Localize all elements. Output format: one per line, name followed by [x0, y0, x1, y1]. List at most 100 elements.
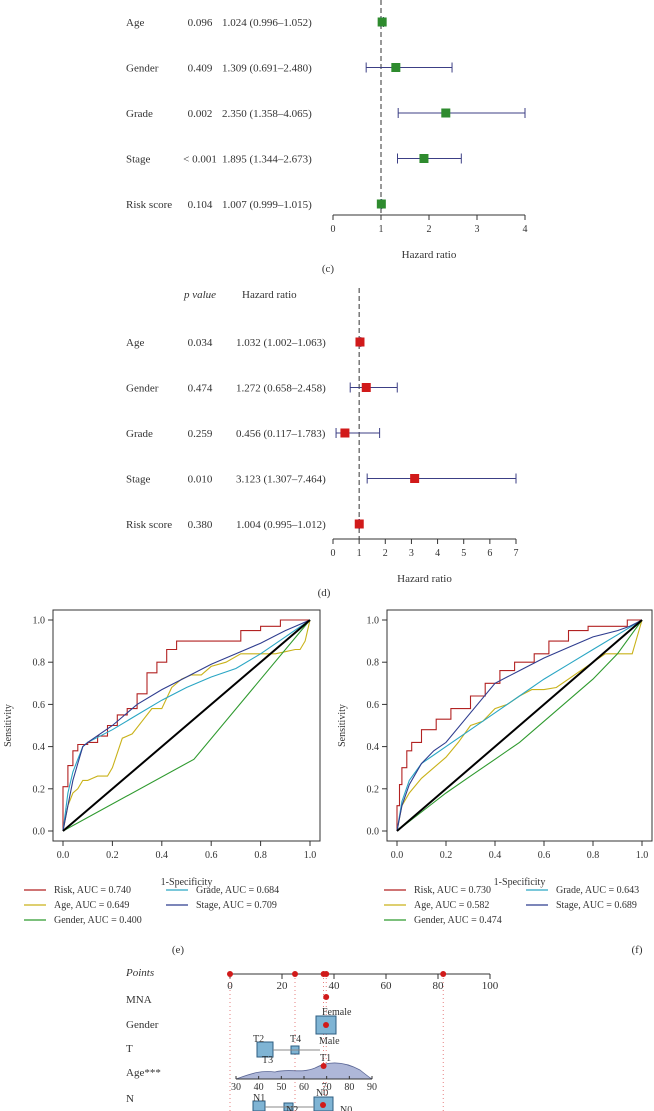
points-tick-label: 80: [433, 980, 445, 992]
x-tick-label: 1: [357, 548, 362, 559]
plot-frame: [386, 609, 653, 842]
roc-line-risk: [396, 619, 642, 831]
gender-level: Female: [322, 1007, 352, 1018]
hazard-ratio-marker: [361, 383, 371, 392]
legend-label-gender: Gender, AUC = 0.400: [54, 915, 142, 926]
plot-frame: [52, 609, 321, 842]
row-hazard-ratio: 3.123 (1.307–7.464): [236, 474, 326, 486]
roc-line-reference: [62, 619, 311, 832]
x-axis-label: 1-Specificity: [494, 877, 546, 888]
roc-line-risk: [62, 619, 310, 831]
y-axis-label: Sensitivity: [3, 704, 14, 747]
roc-curve-e: 0.0 0.2 0.4 0.6 0.8 1.0 0.0 0.2 0.4 0.6 0.8 1.0 1-Sp…: [3, 609, 321, 956]
row-hazard-ratio: 1.007 (0.999–1.015): [222, 199, 312, 211]
hazard-ratio-marker: [391, 63, 401, 72]
age-marker: [320, 1063, 327, 1069]
y-tick-label: 0.4: [33, 742, 46, 753]
x-tick-label: 2: [383, 548, 388, 559]
gender-level: Male: [319, 1036, 340, 1047]
roc-line-gender: [396, 619, 643, 832]
legend-label-grade: Grade, AUC = 0.643: [556, 885, 639, 896]
x-tick-label: 4: [523, 224, 528, 235]
legend-label-age: Age, AUC = 0.649: [54, 900, 129, 911]
hazard-ratio-marker: [410, 474, 420, 483]
y-tick-label: 0.2: [367, 784, 380, 795]
x-tick-label: 0.6: [538, 850, 551, 861]
row-label: Stage: [126, 154, 151, 166]
row-label: Risk score: [126, 519, 172, 531]
row-pvalue: 0.474: [188, 383, 213, 395]
n-level: N0: [340, 1105, 352, 1111]
x-tick-label: 3: [475, 224, 480, 235]
t-level: T4: [290, 1034, 301, 1045]
x-tick-label: 0.2: [440, 850, 453, 861]
y-tick-label: 1.0: [33, 616, 46, 627]
n-level: N0: [316, 1088, 328, 1099]
legend-label-age: Age, AUC = 0.582: [414, 900, 489, 911]
x-tick-label: 1.0: [304, 850, 317, 861]
x-tick-label: 0.4: [156, 850, 169, 861]
x-tick-label: 5: [461, 548, 466, 559]
forest-plot-d: p value Hazard ratio Age 0.034 1.032 (1.002–…: [126, 288, 519, 599]
panel-label: (e): [172, 944, 185, 956]
nomogram-row-label: Gender: [126, 1019, 159, 1031]
row-pvalue: 0.380: [188, 519, 213, 531]
age-tick-label: 70: [322, 1082, 332, 1093]
x-tick-label: 0.8: [254, 850, 267, 861]
y-tick-label: 0.0: [33, 827, 46, 838]
row-hazard-ratio: 1.309 (0.691–2.480): [222, 63, 312, 75]
roc-line-age: [62, 619, 311, 832]
points-tick-label: 40: [329, 980, 341, 992]
n-box: [252, 1100, 266, 1111]
forest-plot-c: Age 0.096 1.024 (0.996–1.052) Gender 0.409 1.…: [126, 0, 528, 275]
row-label: Grade: [126, 108, 153, 120]
x-tick-label: 1: [379, 224, 384, 235]
y-tick-label: 1.0: [367, 616, 380, 627]
row-pvalue: 0.034: [188, 337, 213, 349]
legend-label-gender: Gender, AUC = 0.474: [414, 915, 502, 926]
t-level: T2: [253, 1034, 264, 1045]
row-hazard-ratio: 1.895 (1.344–2.673): [222, 154, 312, 166]
row-pvalue: 0.104: [188, 199, 213, 211]
y-axis-label: Sensitivity: [337, 704, 348, 747]
x-tick-label: 7: [514, 548, 519, 559]
n-level: N1: [253, 1093, 265, 1104]
row-hazard-ratio: 0.456 (0.117–1.783): [236, 428, 326, 440]
row-label: Grade: [126, 428, 153, 440]
age-tick-label: 50: [276, 1082, 286, 1093]
nomogram-row-label: N: [126, 1093, 134, 1105]
points-marker: [292, 971, 298, 977]
legend-label-grade: Grade, AUC = 0.684: [196, 885, 279, 896]
x-axis-label: Hazard ratio: [402, 249, 457, 261]
roc-line-stage: [62, 619, 311, 832]
row-hazard-ratio: 1.272 (0.658–2.458): [236, 383, 326, 395]
points-tick-label: 100: [482, 980, 499, 992]
row-pvalue: < 0.001: [183, 154, 217, 166]
x-tick-label: 2: [427, 224, 432, 235]
row-label: Age: [126, 337, 144, 349]
hazard-ratio-header: Hazard ratio: [242, 289, 297, 301]
row-pvalue: 0.002: [188, 108, 213, 120]
points-label: Points: [125, 967, 154, 979]
roc-line-gender: [62, 619, 311, 832]
panel-label: (d): [318, 587, 331, 599]
x-tick-label: 0: [331, 224, 336, 235]
y-tick-label: 0.8: [367, 658, 380, 669]
row-pvalue: 0.010: [188, 474, 213, 486]
roc-line-stage: [396, 619, 643, 832]
x-tick-label: 0.0: [391, 850, 404, 861]
legend-label-stage: Stage, AUC = 0.709: [196, 900, 277, 911]
x-tick-label: 0.8: [587, 850, 600, 861]
nomogram-row-label: MNA: [126, 994, 152, 1006]
t-level: T1: [320, 1053, 331, 1064]
panel-label: (f): [632, 944, 643, 956]
x-tick-label: 0.4: [489, 850, 502, 861]
x-tick-label: 0.6: [205, 850, 218, 861]
x-axis-label: 1-Specificity: [161, 877, 213, 888]
x-tick-label: 0.2: [106, 850, 119, 861]
t-level: T3: [262, 1055, 273, 1066]
age-tick-label: 90: [367, 1082, 377, 1093]
points-marker: [440, 971, 447, 977]
nomogram-row-label: T: [126, 1043, 133, 1055]
points-marker: [227, 971, 233, 977]
